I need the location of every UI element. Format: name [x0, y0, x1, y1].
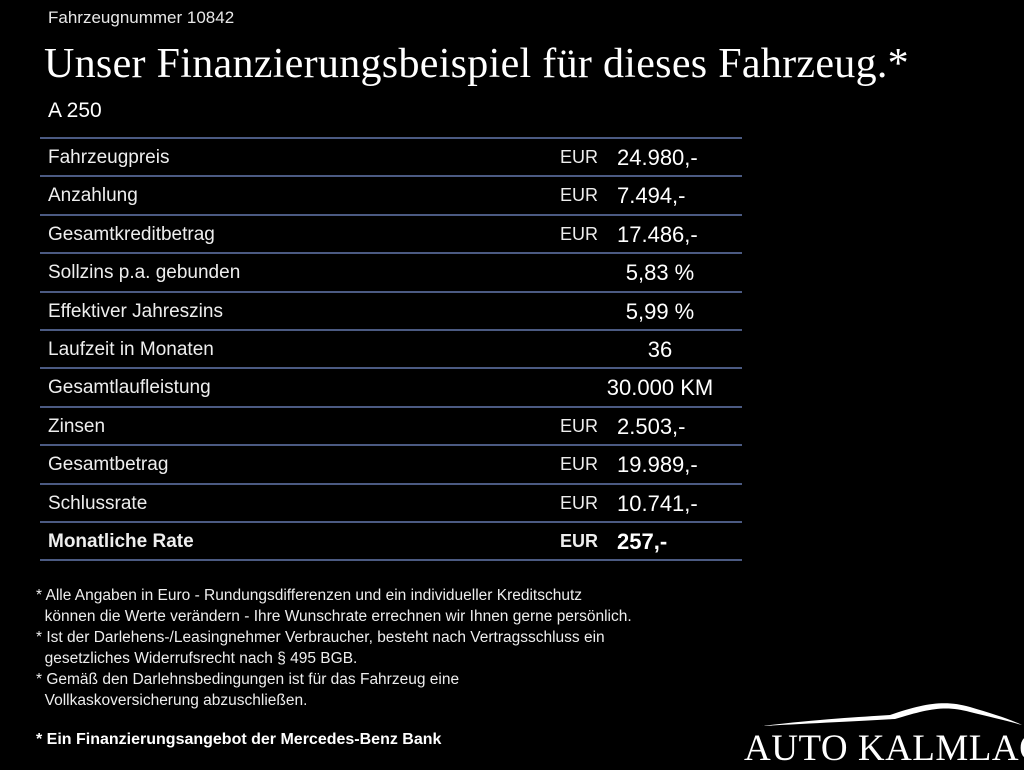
vehicle-model: A 250 [48, 99, 102, 122]
row-value: 7.494,- [617, 183, 686, 209]
table-row: Gesamtlaufleistung 30.000 KM [40, 367, 742, 405]
row-currency: EUR [560, 223, 599, 244]
table-row: Sollzins p.a. gebunden 5,83 % [40, 252, 742, 290]
logo-text: AUTO KALMLAGE [744, 728, 1024, 769]
row-label: Monatliche Rate [48, 530, 194, 552]
footnote-line: können die Werte verändern - Ihre Wunsch… [36, 608, 632, 625]
footnotes: * Alle Angaben in Euro - Rundungsdiffere… [36, 585, 632, 711]
bank-note: * Ein Finanzierungsangebot der Mercedes-… [36, 731, 442, 748]
footnote-line: * Alle Angaben in Euro - Rundungsdiffere… [36, 587, 583, 604]
row-value: 24.980,- [617, 145, 698, 170]
row-label: Gesamtbetrag [48, 454, 169, 476]
row-value: 30.000 KM [606, 375, 714, 401]
footnote-line: * Ist der Darlehens-/Leasingnehmer Verbr… [36, 629, 605, 646]
table-row: Monatliche Rate EUR 257,- [40, 520, 742, 562]
table-row: Effektiver Jahreszins 5,99 % [40, 290, 742, 329]
car-silhouette-icon [762, 703, 1022, 726]
row-value: 19.989,- [617, 452, 698, 478]
row-currency: EUR [560, 454, 599, 475]
row-label: Fahrzeugpreis [48, 147, 170, 168]
row-value: 17.486,- [617, 221, 698, 247]
row-currency: EUR [560, 415, 599, 436]
row-value: 5,99 % [625, 298, 695, 324]
row-value: 2.503,- [617, 413, 686, 439]
financing-table: Fahrzeugpreis EUR 24.980,- Anzahlung EUR 7.49… [40, 137, 742, 562]
footnote-line: * Gemäß den Darlehnsbedingungen ist für … [36, 671, 460, 688]
row-label: Zinsen [48, 415, 106, 437]
row-currency: EUR [560, 147, 599, 167]
row-currency: EUR [560, 185, 599, 206]
footnote-line: gesetzliches Widerrufsrecht nach § 495 B… [36, 650, 358, 667]
row-label: Effektiver Jahreszins [48, 300, 223, 322]
row-value: 5,83 % [625, 260, 695, 286]
table-row: Schlussrate EUR 10.741,- [40, 482, 742, 521]
row-value: 36 [647, 336, 673, 362]
row-value: 257,- [617, 528, 668, 554]
table-row: Gesamtbetrag EUR 19.989,- [40, 444, 742, 482]
vehicle-number: Fahrzeugnummer 10842 [48, 8, 235, 27]
table-row: Zinsen EUR 2.503,- [40, 405, 742, 444]
row-label: Laufzeit in Monaten [48, 338, 214, 360]
row-label: Gesamtkreditbetrag [48, 223, 215, 245]
row-currency: EUR [560, 530, 599, 551]
auto-kalmlage-logo: AUTO KALMLAGE [740, 695, 1024, 769]
row-label: Anzahlung [48, 185, 138, 207]
row-label: Gesamtlaufleistung [48, 377, 211, 399]
footnote-line: Vollkaskoversicherung abzuschließen. [36, 692, 308, 709]
table-row: Fahrzeugpreis EUR 24.980,- [40, 137, 742, 175]
row-currency: EUR [560, 492, 599, 513]
table-row: Gesamtkreditbetrag EUR 17.486,- [40, 213, 742, 252]
table-row: Laufzeit in Monaten 36 [40, 328, 742, 367]
page-title: Unser Finanzierungsbeispiel für dieses F… [44, 41, 909, 87]
row-label: Schlussrate [48, 492, 148, 514]
row-label: Sollzins p.a. gebunden [48, 262, 241, 284]
row-value: 10.741,- [617, 490, 698, 516]
table-row: Anzahlung EUR 7.494,- [40, 175, 742, 213]
